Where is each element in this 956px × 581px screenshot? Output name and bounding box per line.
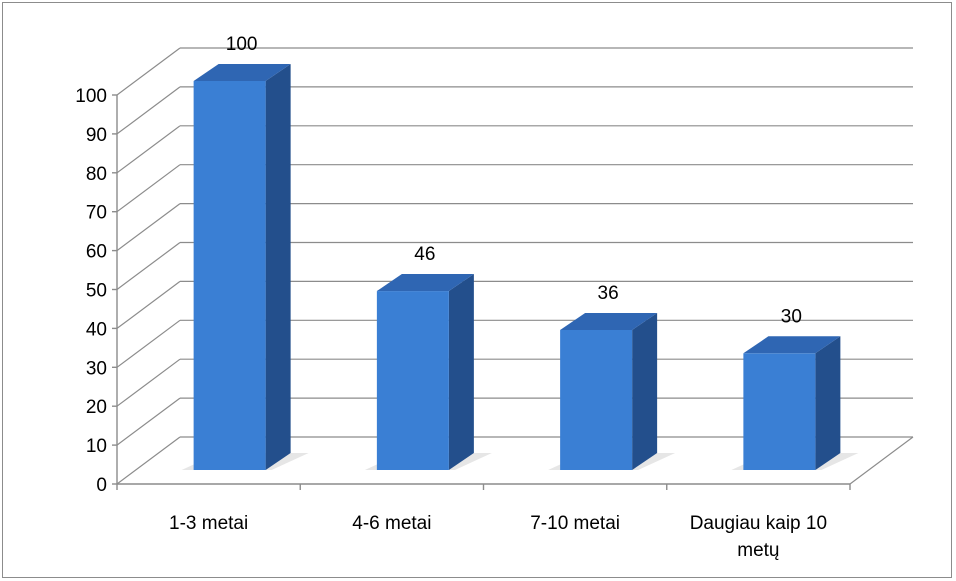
y-tick-label: 100	[75, 86, 107, 107]
x-tick-label: metų	[737, 540, 779, 561]
y-tick-label: 40	[86, 319, 107, 340]
gridline-side	[116, 436, 181, 485]
bar	[731, 336, 859, 470]
y-tick-label: 90	[86, 125, 107, 146]
gridline-side	[116, 164, 181, 213]
data-label: 36	[598, 283, 619, 304]
bar-side	[632, 312, 658, 470]
bar	[548, 312, 676, 470]
bar-side	[448, 274, 474, 470]
gridline-side	[116, 242, 181, 290]
data-label: 46	[414, 244, 435, 265]
bars	[181, 64, 859, 470]
data-label: 100	[226, 34, 258, 55]
bar-front	[743, 353, 816, 470]
data-label: 30	[781, 306, 802, 327]
labels: 0 10 20 30 40 50 60 70 80 90 100 100 1-3 metai 46 4-6 …	[75, 34, 827, 561]
x-tick-label: 7-10 metai	[530, 513, 620, 534]
bar-front	[376, 291, 449, 470]
bar	[181, 64, 309, 470]
bar-top	[193, 64, 291, 81]
bar-top	[743, 336, 841, 354]
gridline-side	[116, 86, 181, 135]
y-tick-label: 70	[86, 203, 107, 224]
floor-right-edge	[849, 436, 914, 485]
bar-side	[265, 64, 291, 470]
bar-top	[560, 312, 658, 330]
bar-front	[193, 81, 266, 470]
gridline-side	[116, 397, 181, 446]
y-tick-label: 30	[86, 358, 107, 379]
y-tick-label: 20	[86, 397, 107, 418]
bar-top	[376, 274, 474, 292]
y-tick-label: 80	[86, 164, 107, 185]
y-tick-label: 60	[86, 242, 107, 263]
y-tick-label: 10	[86, 436, 107, 457]
axes	[112, 94, 851, 490]
y-tick-label: 50	[86, 281, 107, 302]
gridline-side	[116, 358, 181, 407]
y-tick-label: 0	[96, 475, 107, 496]
x-tick-label: 1-3 metai	[169, 513, 248, 534]
bar-front	[560, 329, 633, 470]
bar	[364, 274, 492, 470]
x-tick-label: Daugiau kaip 10	[690, 513, 827, 534]
x-tick-label: 4-6 metai	[352, 513, 431, 534]
gridline-side	[116, 203, 181, 252]
gridline-side	[116, 125, 181, 174]
gridline-side	[116, 47, 181, 96]
gridline-side	[116, 319, 181, 368]
gridline-side	[116, 280, 181, 329]
bar-side	[815, 336, 841, 470]
